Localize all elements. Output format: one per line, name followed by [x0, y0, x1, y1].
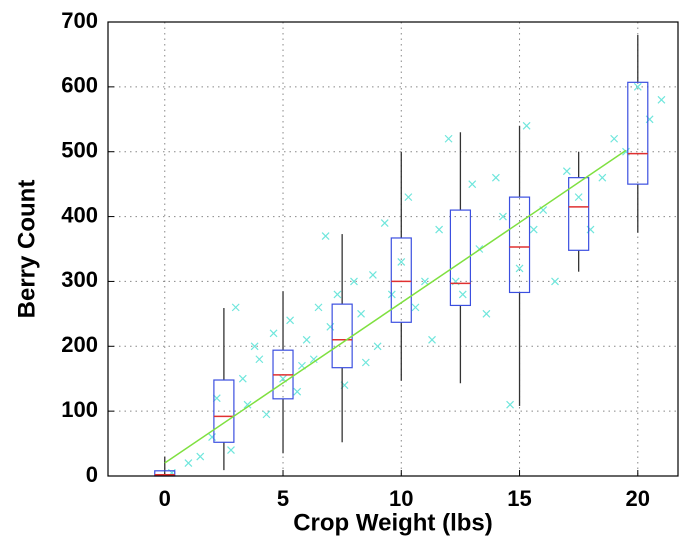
- scatter-point: [574, 193, 583, 202]
- scatter-point: [506, 400, 514, 409]
- scatter-point: [196, 452, 205, 461]
- scatter-point: [551, 277, 559, 286]
- scatter-point: [326, 322, 335, 331]
- scatter-point: [435, 225, 444, 234]
- plot-frame: [107, 21, 679, 477]
- scatter-point: [250, 342, 259, 351]
- scatter-point: [428, 335, 436, 344]
- scatter-point: [184, 459, 193, 467]
- scatter-point: [562, 167, 571, 176]
- fit-line: [164, 149, 627, 464]
- y-tick-label: 0: [86, 462, 98, 487]
- scatter-point: [269, 329, 278, 338]
- scatter-point: [293, 387, 302, 396]
- scatter-point: [468, 180, 477, 189]
- scatter-point: [657, 95, 666, 104]
- scatter-point: [255, 355, 264, 364]
- scatter-point: [586, 225, 595, 234]
- scatter-point: [262, 410, 271, 419]
- scatter-point: [458, 290, 467, 299]
- box: [213, 379, 235, 443]
- scatter-point: [397, 258, 406, 266]
- y-tick-label: 500: [61, 138, 98, 163]
- scatter-point: [645, 115, 654, 124]
- scatter-point: [350, 277, 358, 286]
- scatter-point: [231, 303, 240, 312]
- scatter-point: [314, 303, 323, 312]
- box: [508, 196, 531, 294]
- scatter-point: [227, 446, 235, 454]
- x-tick-label: 15: [507, 486, 531, 511]
- scatter-point: [499, 212, 507, 221]
- scatter-point: [529, 225, 538, 234]
- x-axis-label: Crop Weight (lbs): [293, 509, 493, 536]
- y-axis-label: Berry Count: [13, 180, 40, 319]
- scatter-point: [491, 173, 500, 182]
- box: [568, 177, 590, 251]
- scatter-point: [238, 374, 247, 383]
- box: [627, 81, 649, 185]
- box: [331, 303, 353, 369]
- box: [449, 209, 472, 307]
- scatter-point: [208, 433, 216, 442]
- box: [390, 237, 412, 323]
- scatter-point: [333, 290, 342, 299]
- scatter-point: [380, 219, 389, 227]
- scatter-point: [633, 82, 642, 91]
- scatter-point: [286, 316, 295, 325]
- scatter-point: [610, 134, 619, 143]
- scatter-point: [243, 400, 252, 409]
- scatter-point: [361, 358, 370, 367]
- y-tick-label: 200: [61, 332, 98, 357]
- scatter-point: [515, 264, 524, 273]
- scatter-point: [421, 277, 429, 286]
- scatter-point: [368, 271, 377, 279]
- scatter-point: [522, 121, 531, 130]
- scatter-point: [598, 173, 607, 182]
- scatter-point: [302, 335, 311, 344]
- x-tick-label: 20: [626, 486, 650, 511]
- y-tick-label: 300: [61, 267, 98, 292]
- x-tick-label: 10: [389, 486, 413, 511]
- scatter-point: [444, 134, 453, 143]
- scatter-point: [482, 309, 491, 318]
- y-tick-label: 700: [61, 8, 98, 33]
- scatter-point: [321, 232, 330, 240]
- x-tick-label: 0: [159, 486, 171, 511]
- y-tick-label: 600: [61, 73, 98, 98]
- scatter-point: [357, 309, 365, 318]
- scatter-point: [373, 342, 382, 351]
- scatter-point: [411, 303, 420, 312]
- y-tick-label: 100: [61, 397, 98, 422]
- scatter-point: [309, 355, 318, 364]
- x-tick-label: 5: [277, 486, 289, 511]
- scatter-point: [404, 193, 413, 202]
- y-tick-label: 400: [61, 202, 98, 227]
